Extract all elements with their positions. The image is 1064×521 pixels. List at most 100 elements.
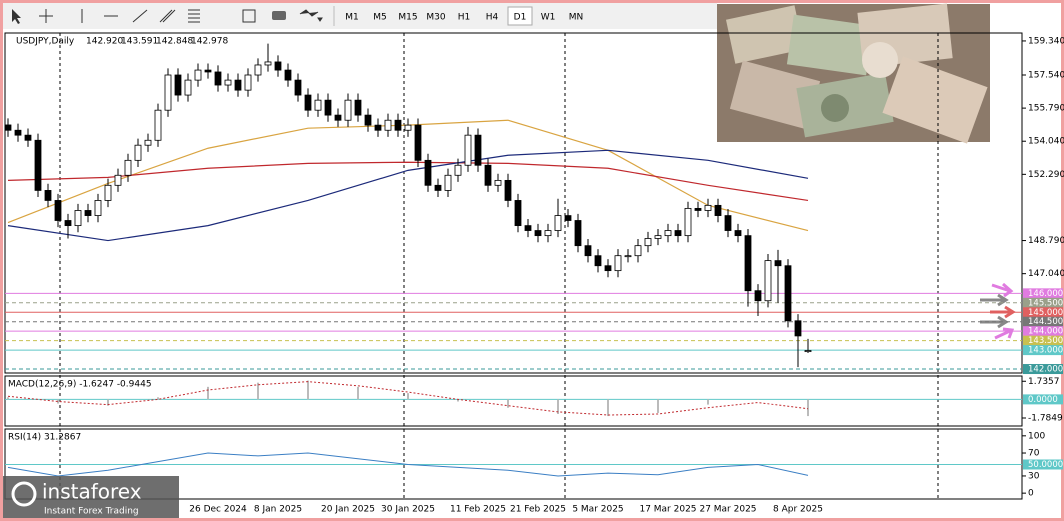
- candle-body: [174, 74, 182, 96]
- candle-body: [614, 255, 622, 272]
- macd-bar: [107, 399, 109, 406]
- timeframe-button[interactable]: M1: [345, 13, 359, 23]
- macd-bar: [757, 399, 759, 400]
- candle-body: [564, 215, 572, 221]
- candle-body: [734, 230, 742, 237]
- level-label: 144.500: [1028, 317, 1063, 327]
- logo-tagline: Instant Forex Trading: [44, 507, 139, 517]
- candle-body: [484, 164, 492, 186]
- banknote: [882, 56, 988, 144]
- level-label-bg: [1023, 297, 1063, 308]
- candle-body: [214, 71, 222, 86]
- candle-body: [684, 207, 692, 237]
- x-tick-label: 27 Mar 2025: [699, 505, 756, 515]
- banknote: [786, 14, 874, 76]
- macd-bar: [307, 380, 309, 400]
- y-tick-label: 154.040: [1028, 137, 1064, 147]
- candle-body: [44, 190, 52, 201]
- y-tick-label: 155.790: [1028, 104, 1064, 114]
- timeframe-button[interactable]: M15: [398, 13, 417, 23]
- level-label-bg: [1023, 316, 1063, 327]
- channel-tool[interactable]: [159, 9, 176, 23]
- shapes-tool[interactable]: [299, 9, 323, 22]
- candle-body: [514, 200, 522, 227]
- banknote-watermark: [862, 42, 898, 78]
- candle-body: [234, 79, 242, 91]
- candle-body: [634, 245, 642, 257]
- macd-bar: [257, 382, 259, 400]
- candle-body: [764, 260, 772, 302]
- timeframe-button[interactable]: M5: [373, 13, 387, 23]
- candle-body: [314, 99, 322, 111]
- candle-body: [494, 179, 502, 186]
- moving-average: [7, 149, 809, 242]
- timeframe-button[interactable]: W1: [541, 13, 556, 23]
- macd-bar: [507, 399, 509, 408]
- text-tool[interactable]: [242, 9, 256, 23]
- y-tick-label: 148.790: [1028, 236, 1064, 246]
- toolbar: [3, 3, 717, 29]
- logo-text: instaforex: [42, 480, 142, 504]
- ohlc-value: 142.978: [191, 37, 228, 47]
- y-tick-label: -1.7849: [1028, 414, 1063, 424]
- candle-body: [664, 230, 672, 237]
- macd-bar: [607, 399, 609, 417]
- logo-mark: [11, 481, 37, 507]
- currency-image: [717, 3, 990, 144]
- macd-bar: [657, 399, 659, 413]
- timeframe-button[interactable]: MN: [569, 13, 584, 23]
- candle-body: [594, 255, 602, 267]
- candle-body: [804, 350, 812, 353]
- ohlc-value: 142.920: [86, 37, 123, 47]
- candle-body: [544, 230, 552, 237]
- trendline-tool[interactable]: [132, 9, 148, 23]
- y-tick-label: 147.040: [1028, 269, 1064, 279]
- candle-body: [144, 139, 152, 146]
- cursor-tool[interactable]: [12, 9, 21, 24]
- candle-body: [574, 220, 582, 247]
- candle-body: [264, 61, 272, 66]
- x-tick-label: 11 Feb 2025: [450, 505, 506, 515]
- candle-body: [784, 265, 792, 322]
- timeframe-button[interactable]: H4: [486, 13, 499, 23]
- rsi-line: [7, 452, 809, 477]
- macd-chart: 1.7357 -1.7849 0.0000 MACD(12,26,9) -1.6247…: [5, 377, 1063, 424]
- level-label: 146.000: [1028, 289, 1063, 299]
- candle-body: [294, 79, 302, 96]
- logo-bg: [3, 476, 179, 518]
- timeframe-button[interactable]: D1: [514, 13, 527, 23]
- branding: instaforex Instant Forex Trading: [3, 476, 179, 518]
- candle-body: [204, 69, 212, 73]
- y-tick-label: 1.7357: [1028, 377, 1060, 387]
- moving-average: [7, 161, 809, 202]
- level-label: 143.000: [1028, 346, 1063, 356]
- timeframe-button[interactable]: M30: [426, 13, 445, 23]
- candle-body: [644, 238, 652, 247]
- label-tool[interactable]: [272, 11, 286, 20]
- candle-body: [694, 207, 702, 211]
- candle-body: [274, 61, 282, 71]
- candle-body: [744, 235, 752, 292]
- candle-body: [704, 204, 712, 211]
- level-label-bg: [1023, 307, 1063, 318]
- candle-body: [34, 139, 42, 191]
- candle-body: [4, 124, 12, 131]
- timeframe-button[interactable]: H1: [458, 13, 471, 23]
- level-label-bg: [1023, 288, 1063, 299]
- x-tick-label: 20 Jan 2025: [321, 505, 375, 515]
- fibo-tool[interactable]: [188, 9, 200, 23]
- candle-body: [604, 265, 612, 272]
- candlestick-chart: 159.340 157.540 155.790 154.040 152.290 148.7…: [4, 36, 1064, 515]
- level-label: 0.0000: [1028, 395, 1058, 405]
- macd-bar: [7, 397, 9, 400]
- candle-body: [474, 134, 482, 166]
- y-tick-label: 152.290: [1028, 170, 1064, 180]
- arrow: [980, 293, 1009, 307]
- crosshair-tool[interactable]: [39, 9, 53, 23]
- candle-body: [344, 99, 352, 121]
- candle-body: [654, 235, 662, 239]
- candle-body: [424, 159, 432, 186]
- main-panel: [4, 32, 1023, 374]
- candle-body: [194, 69, 202, 81]
